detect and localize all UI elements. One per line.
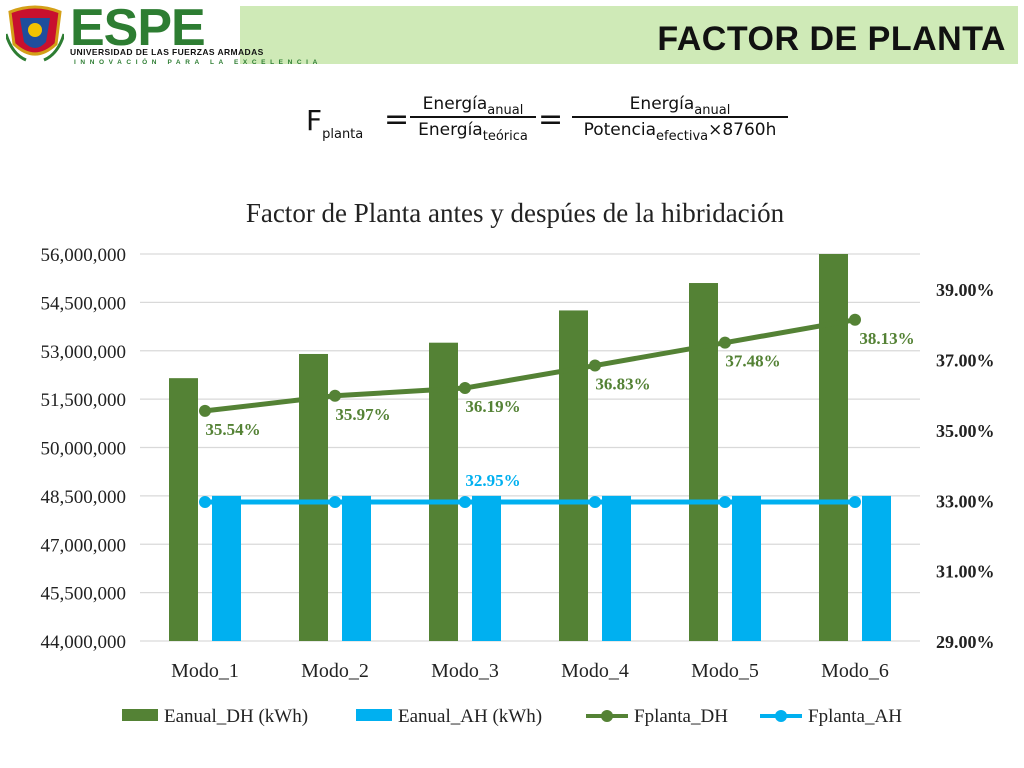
crest-icon bbox=[6, 5, 64, 62]
y-left-tick-label: 48,500,000 bbox=[41, 487, 127, 508]
y-right-tick-label: 31.00% bbox=[936, 562, 995, 582]
point-fplanta-ah bbox=[849, 496, 861, 509]
point-fplanta-dh bbox=[459, 382, 471, 395]
university-name: UNIVERSIDAD DE LAS FUERZAS ARMADAS bbox=[70, 47, 264, 57]
y-left-tick-label: 54,500,000 bbox=[41, 293, 127, 314]
legend-label: Eanual_AH (kWh) bbox=[398, 706, 542, 727]
point-fplanta-ah bbox=[459, 496, 471, 509]
legend-label: Fplanta_DH bbox=[634, 706, 728, 727]
x-tick-label: Modo_2 bbox=[301, 660, 369, 682]
y-right-tick-label: 35.00% bbox=[936, 421, 995, 441]
plant-factor-formula: Fplanta = Energíaanual Energíateórica = … bbox=[306, 92, 796, 156]
bar-eanual-dh bbox=[559, 310, 588, 641]
point-fplanta-dh bbox=[199, 404, 211, 417]
y-right-tick-label: 39.00% bbox=[936, 280, 995, 300]
data-label: 35.54% bbox=[205, 420, 260, 439]
legend-swatch bbox=[122, 709, 158, 721]
x-tick-label: Modo_1 bbox=[171, 660, 239, 682]
legend-label: Fplanta_AH bbox=[808, 706, 902, 727]
bar-eanual-ah bbox=[732, 495, 761, 641]
y-left-tick-label: 56,000,000 bbox=[41, 245, 127, 266]
espe-logo: ESPE UNIVERSIDAD DE LAS FUERZAS ARMADAS … bbox=[4, 0, 317, 66]
y-right-tick-label: 29.00% bbox=[936, 632, 995, 652]
bar-eanual-ah bbox=[472, 495, 501, 641]
slide-title: FACTOR DE PLANTA bbox=[657, 20, 1006, 58]
header: FACTOR DE PLANTA ESPE UNIVERSIDAD DE LAS… bbox=[0, 0, 1024, 70]
bar-eanual-ah bbox=[342, 495, 371, 641]
y-left-tick-label: 47,000,000 bbox=[41, 535, 127, 556]
y-left-tick-label: 53,000,000 bbox=[41, 342, 127, 363]
bar-eanual-dh bbox=[429, 342, 458, 641]
bar-eanual-dh bbox=[169, 378, 198, 641]
legend-marker bbox=[601, 710, 613, 722]
bar-eanual-ah bbox=[602, 495, 631, 641]
data-label: 36.83% bbox=[595, 375, 650, 394]
y-right-tick-label: 33.00% bbox=[936, 491, 995, 511]
title-banner: FACTOR DE PLANTA bbox=[240, 6, 1018, 64]
data-label: 35.97% bbox=[335, 405, 390, 424]
formula-lhs: Fplanta bbox=[306, 104, 364, 142]
legend-label: Eanual_DH (kWh) bbox=[164, 706, 308, 727]
legend-marker bbox=[775, 710, 787, 722]
x-tick-label: Modo_5 bbox=[691, 660, 759, 682]
line-fplanta-dh bbox=[204, 317, 856, 414]
point-fplanta-ah bbox=[719, 496, 731, 509]
point-fplanta-dh bbox=[719, 336, 731, 349]
motto: INNOVACIÓN PARA LA EXCELENCIA bbox=[74, 59, 322, 66]
y-right-tick-label: 37.00% bbox=[936, 351, 995, 371]
point-fplanta-dh bbox=[849, 313, 861, 326]
data-label: 37.48% bbox=[725, 352, 780, 371]
x-tick-label: Modo_6 bbox=[821, 660, 889, 682]
bar-eanual-ah bbox=[862, 495, 891, 641]
data-label: 32.95% bbox=[465, 471, 520, 490]
bar-eanual-dh bbox=[689, 283, 718, 641]
point-fplanta-dh bbox=[589, 359, 601, 372]
bar-eanual-ah bbox=[212, 495, 241, 641]
data-label: 38.13% bbox=[859, 329, 914, 348]
y-left-tick-label: 51,500,000 bbox=[41, 390, 127, 411]
formula-equals-1: = bbox=[384, 102, 410, 137]
bar-eanual-dh bbox=[819, 254, 848, 641]
legend-swatch bbox=[356, 709, 392, 721]
point-fplanta-ah bbox=[199, 496, 211, 509]
formula-fraction-1: Energíaanual Energíateórica bbox=[410, 94, 536, 144]
point-fplanta-ah bbox=[589, 496, 601, 509]
formula-fraction-2: Energíaanual Potenciaefectiva×8760h bbox=[572, 94, 788, 144]
y-left-tick-label: 44,000,000 bbox=[41, 632, 127, 653]
formula-equals-2: = bbox=[538, 102, 564, 137]
data-label: 36.19% bbox=[465, 397, 520, 416]
x-tick-label: Modo_3 bbox=[431, 660, 499, 682]
point-fplanta-ah bbox=[329, 496, 341, 509]
chart-title: Factor de Planta antes y despúes de la h… bbox=[246, 198, 785, 228]
y-left-tick-label: 45,500,000 bbox=[41, 584, 127, 605]
y-left-tick-label: 50,000,000 bbox=[41, 439, 127, 460]
point-fplanta-dh bbox=[329, 389, 341, 402]
logo-wordmark: ESPE bbox=[70, 0, 206, 57]
x-tick-label: Modo_4 bbox=[561, 660, 629, 682]
